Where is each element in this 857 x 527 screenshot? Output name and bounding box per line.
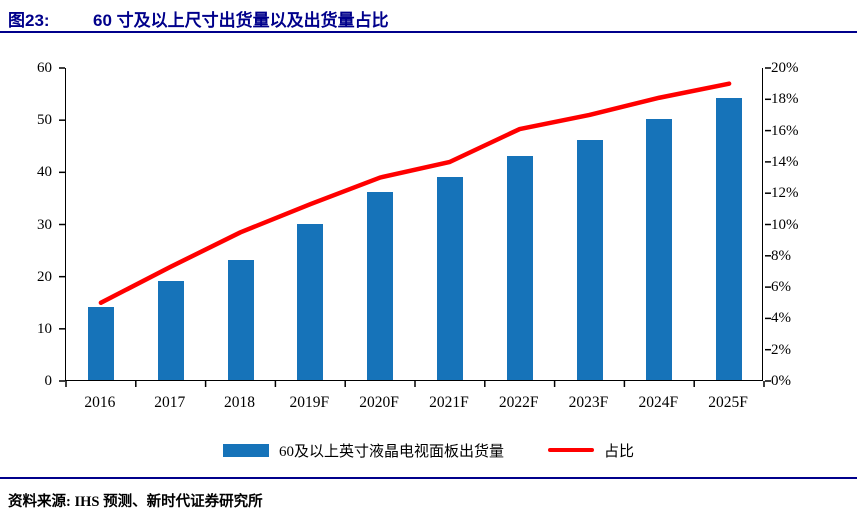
x-axis-label-2022F: 2022F bbox=[498, 394, 539, 411]
left-axis-tick-label: 20 bbox=[37, 268, 52, 285]
bar-2022F bbox=[506, 155, 533, 380]
figure-title: 60 寸及以上尺寸出货量以及出货量占比 bbox=[93, 10, 389, 30]
bar-series-label: 60及以上英寸液晶电视面板出货量 bbox=[278, 443, 504, 460]
x-axis-labels: 2016 2017 2018 2019F 2020F 2021F 2022F 2023F 202… bbox=[65, 392, 763, 414]
left-axis-tick-label: 60 bbox=[37, 60, 52, 76]
left-axis-tick-label: 40 bbox=[37, 164, 52, 181]
x-axis-label-2025F: 2025F bbox=[708, 394, 748, 411]
line-layer bbox=[59, 67, 771, 387]
right-axis-tick-label: 20% bbox=[771, 60, 799, 76]
x-axis-label-2024F: 2024F bbox=[638, 394, 679, 411]
left-axis-labels: 0 10 20 30 40 50 60 bbox=[0, 60, 56, 389]
bar-2017 bbox=[157, 280, 184, 380]
x-axis-label-2021F: 2021F bbox=[429, 394, 469, 411]
x-axis-label-2017: 2017 bbox=[154, 394, 186, 411]
legend-item-ratio: 占比 bbox=[548, 440, 634, 461]
bar-2023F bbox=[576, 140, 603, 380]
x-axis-label-2016: 2016 bbox=[84, 394, 116, 411]
bar-2019F bbox=[297, 223, 324, 380]
line-series-label: 占比 bbox=[604, 443, 635, 460]
bar-2021F bbox=[436, 176, 463, 380]
right-axis-tick-label: 16% bbox=[771, 122, 799, 139]
source-note: 资料来源: IHS 预测、新时代证券研究所 bbox=[8, 494, 263, 510]
ratio-line bbox=[98, 81, 732, 305]
right-axis-tick-label: 12% bbox=[771, 185, 799, 202]
bar-series-swatch bbox=[222, 443, 269, 457]
bar-2018 bbox=[227, 260, 254, 380]
right-axis-tick-label: 4% bbox=[771, 310, 791, 327]
right-axis-tick-label: 2% bbox=[771, 341, 791, 358]
x-axis-label-2019F: 2019F bbox=[289, 394, 330, 411]
plot-area bbox=[59, 67, 771, 387]
x-axis-label-2018: 2018 bbox=[223, 394, 255, 411]
bar-2016 bbox=[87, 306, 114, 380]
figure-number: 图23: bbox=[8, 10, 50, 30]
right-axis-tick-label: 14% bbox=[771, 153, 799, 170]
right-axis-tick-label: 0% bbox=[771, 373, 791, 389]
bar-2024F bbox=[646, 119, 673, 380]
right-axis-tick-label: 18% bbox=[771, 91, 799, 108]
legend-item-shipments: 60及以上英寸液晶电视面板出货量 bbox=[222, 440, 504, 461]
right-axis-tick-label: 6% bbox=[771, 279, 791, 296]
right-axis-labels: 0% 2% 4% 6% 8% 10% 12% 14% 16% 18% 20% bbox=[771, 60, 841, 389]
x-axis-label-2020F: 2020F bbox=[359, 394, 399, 411]
left-axis-tick-label: 30 bbox=[37, 216, 52, 233]
right-axis-tick-label: 8% bbox=[771, 247, 791, 264]
header-divider bbox=[0, 31, 857, 33]
x-axis-label-2023F: 2023F bbox=[568, 394, 609, 411]
left-axis-tick-label: 10 bbox=[37, 320, 52, 337]
bar-2020F bbox=[367, 192, 394, 380]
left-axis-tick-label: 50 bbox=[37, 112, 52, 129]
right-axis-tick-label: 10% bbox=[771, 216, 799, 233]
figure-header: 图23: 60 寸及以上尺寸出货量以及出货量占比 bbox=[8, 6, 849, 30]
bar-2025F bbox=[716, 98, 743, 380]
line-series-swatch bbox=[548, 448, 594, 452]
left-axis-tick-label: 0 bbox=[44, 373, 53, 389]
footer-divider bbox=[0, 477, 857, 479]
legend: 60及以上英寸液晶电视面板出货量 占比 bbox=[0, 438, 857, 462]
